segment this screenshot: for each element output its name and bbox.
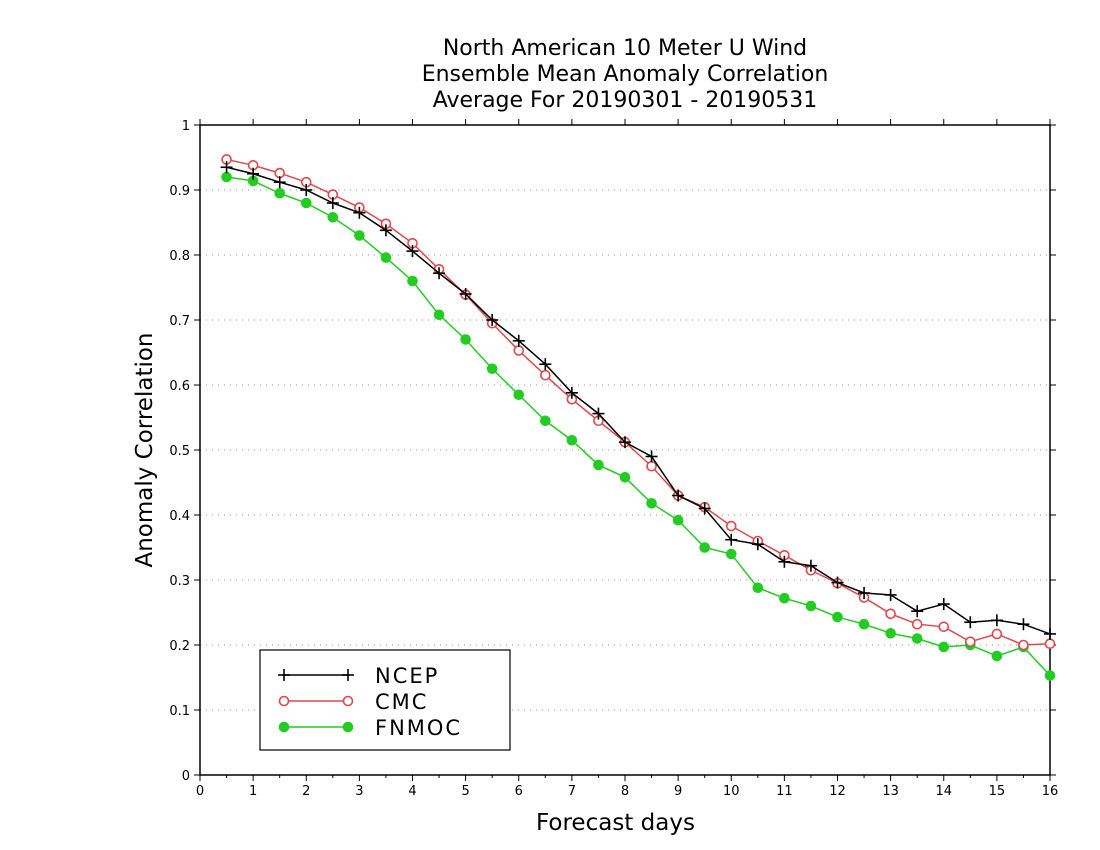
- data-point-fnmoc: [752, 582, 764, 594]
- x-tick-label: 10: [723, 784, 740, 799]
- x-tick-label: 0: [196, 784, 204, 799]
- data-point-cmc: [991, 628, 1003, 640]
- data-point-cmc: [513, 345, 525, 356]
- y-tick-label: 0.8: [169, 249, 190, 264]
- data-point-fnmoc: [300, 197, 312, 209]
- y-tick-label: 0.1: [169, 704, 190, 719]
- data-point-fnmoc: [885, 628, 896, 639]
- x-tick-label: 6: [515, 784, 523, 799]
- data-point-fnmoc: [725, 548, 737, 560]
- data-point-fnmoc: [380, 252, 392, 263]
- y-tick-label: 0.3: [169, 574, 190, 589]
- y-tick-label: 0.9: [169, 184, 190, 199]
- x-tick-label: 4: [408, 784, 416, 799]
- x-tick-label: 5: [461, 784, 469, 799]
- y-tick-label: 0.5: [169, 444, 190, 459]
- data-point-fnmoc: [221, 171, 232, 183]
- y-tick-label: 0.6: [169, 379, 190, 394]
- data-point-fnmoc: [513, 389, 525, 401]
- y-tick-label: 1: [182, 119, 190, 134]
- data-point-fnmoc: [327, 212, 339, 223]
- x-tick-label: 12: [829, 784, 846, 799]
- series-line-ncep: [226, 166, 1051, 635]
- data-point-fnmoc: [858, 618, 870, 630]
- x-tick-label: 7: [568, 784, 576, 799]
- chart-title-line-3: Average For 20190301 - 20190531: [432, 88, 818, 113]
- chart-title-line-1: North American 10 Meter U Wind: [442, 36, 808, 61]
- data-point-fnmoc: [593, 459, 604, 471]
- data-point-cmc: [885, 608, 896, 620]
- data-point-cmc: [965, 636, 976, 648]
- data-point-fnmoc: [911, 633, 923, 644]
- data-point-fnmoc: [619, 472, 631, 483]
- data-point-fnmoc: [460, 334, 471, 345]
- x-tick-label: 8: [621, 784, 629, 799]
- y-axis-label: Anomaly Correlation: [132, 332, 158, 568]
- x-tick-label: 9: [674, 784, 682, 799]
- legend-marker-cmc: [278, 695, 290, 707]
- legend-marker-cmc: [342, 695, 354, 707]
- data-point-fnmoc: [486, 363, 498, 375]
- data-point-cmc: [938, 621, 950, 633]
- x-tick-label: 13: [882, 784, 899, 799]
- y-tick-label: 0: [182, 769, 190, 784]
- series-line-cmc: [226, 158, 1051, 646]
- x-tick-label: 11: [776, 784, 793, 799]
- data-point-fnmoc: [433, 309, 445, 321]
- legend-marker-fnmoc: [278, 721, 290, 733]
- legend-box: [259, 649, 511, 751]
- data-point-fnmoc: [646, 498, 657, 509]
- legend-label-ncep: NCEP: [375, 664, 439, 688]
- data-point-fnmoc: [699, 542, 710, 553]
- data-point-fnmoc: [566, 434, 578, 446]
- x-tick-label: 2: [302, 784, 310, 799]
- data-point-fnmoc: [672, 514, 684, 526]
- data-point-fnmoc: [354, 230, 365, 241]
- x-axis-label: Forecast days: [536, 810, 695, 836]
- legend-label-cmc: CMC: [375, 690, 428, 714]
- data-point-fnmoc: [832, 611, 843, 623]
- x-tick-label: 1: [249, 784, 257, 799]
- data-point-fnmoc: [779, 592, 790, 604]
- y-tick-label: 0.4: [169, 509, 190, 524]
- y-tick-label: 0.2: [169, 639, 190, 654]
- data-point-fnmoc: [991, 650, 1003, 662]
- data-point-fnmoc: [938, 641, 950, 653]
- data-point-cmc: [911, 618, 923, 630]
- legend-marker-fnmoc: [342, 721, 354, 733]
- data-point-fnmoc: [805, 600, 817, 612]
- data-point-cmc: [1018, 639, 1029, 651]
- data-point-fnmoc: [407, 275, 418, 287]
- legend-label-fnmoc: FNMOC: [375, 716, 462, 740]
- x-tick-label: 14: [935, 784, 952, 799]
- data-point-cmc: [725, 520, 737, 532]
- x-tick-label: 16: [1042, 784, 1059, 799]
- series-line-fnmoc: [226, 176, 1051, 677]
- data-point-fnmoc: [274, 187, 285, 199]
- y-tick-label: 0.7: [169, 314, 190, 329]
- data-point-cmc: [540, 369, 551, 381]
- x-tick-label: 15: [989, 784, 1006, 799]
- data-point-fnmoc: [540, 415, 551, 427]
- x-tick-label: 3: [355, 784, 363, 799]
- data-point-fnmoc: [1044, 670, 1056, 681]
- chart-title-line-2: Ensemble Mean Anomaly Correlation: [421, 62, 829, 87]
- data-point-cmc: [646, 460, 657, 472]
- data-point-cmc: [1044, 638, 1056, 650]
